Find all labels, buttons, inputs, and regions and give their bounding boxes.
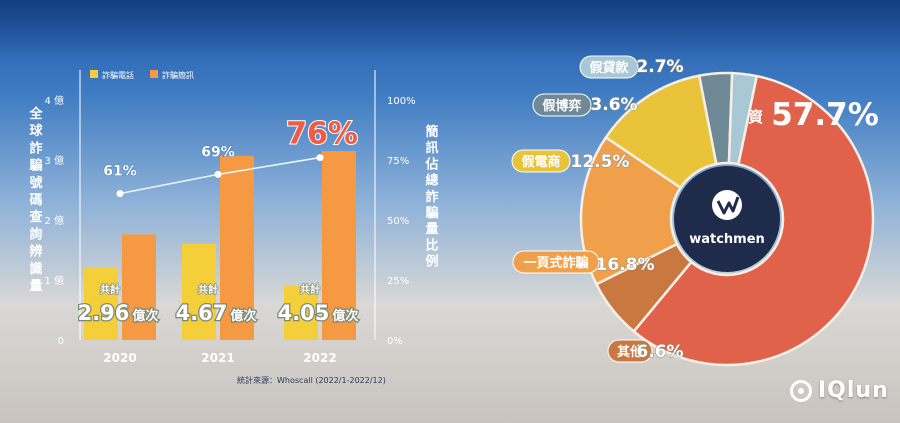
total-unit: 億次 [132,308,158,324]
bar-詐騙簡訊-2020 [122,234,156,340]
y-tick-label: 2 億 [44,214,64,227]
logo-check [716,196,740,215]
axis-title-char: 佔 [424,156,438,172]
axis-title-char: 量 [29,279,42,294]
slice-label-pill [532,93,592,117]
slice-label-pill [579,55,639,79]
bar-詐騙電話-2022 [284,286,318,340]
total-unit: 億次 [230,308,256,324]
y-tick-label: 4 億 [44,94,64,107]
ratio-point [116,190,124,198]
total-prefix: 共計 [300,283,320,296]
slice-value: 16.8% [596,255,655,275]
legend: 詐騙電話 詐騙簡訊 [90,70,194,80]
axis-title-char: 詐 [29,140,42,156]
donut-slice-假投資 [632,74,875,367]
slice-label: 其他 [617,344,643,360]
y2-tick-label: 75% [387,156,409,167]
x-tick-label: 2020 [103,351,136,365]
axis-title-char: 查 [28,209,43,225]
axis-title-char: 總 [425,173,438,189]
iqlun-logo-icon [790,379,812,402]
slice-label: 一頁式詐騙 [523,255,588,271]
total-label: 4.05 億次 [278,301,359,325]
slice-label-pill [512,250,600,274]
axis-title-char: 簡 [424,124,438,140]
axis-title-char: 號 [29,175,42,191]
total-prefix: 共計 [100,283,120,296]
bar-詐騙簡訊-2021 [220,155,254,340]
ratio-label: 61% [103,164,137,180]
axis-title-char: 球 [29,123,43,139]
donut-slice-一頁式詐騙 [579,135,683,286]
y2-tick-label: 25% [387,276,409,287]
axis-title-char: 詐 [425,189,438,205]
total-label: 4.67 億次 [176,301,257,325]
y-tick-label: 3 億 [44,154,64,167]
axis-title-char: 訊 [425,140,438,156]
total-value: 4.05 [278,301,330,325]
slice-label-pill [511,149,571,173]
slice-value: 2.7% [636,57,683,77]
y2-tick-label: 50% [387,216,409,227]
axis-title-char: 例 [425,254,438,270]
legend-swatch [150,70,158,78]
watchmen-logo-icon [712,190,742,220]
bar-詐騙簡訊-2022 [322,151,356,340]
axis-title-char: 詢 [29,226,42,242]
iqlun-watermark: IQlun [790,378,889,403]
watermark-text: IQlun [818,378,889,403]
x-tick-label: 2022 [303,351,336,365]
ratio-point [214,170,222,178]
axis-title-char: 辨 [29,244,42,260]
legend-swatch [90,70,98,78]
axis-title-char: 量 [425,222,438,237]
total-prefix: 共計 [198,283,218,296]
axis-title-char: 騙 [29,158,42,174]
slice-value: 57.7% [771,97,879,133]
ratio-label: 76% [286,117,358,152]
slice-label-pill [607,339,653,363]
x-tick-label: 2021 [201,351,234,365]
y2-tick-label: 0% [387,336,403,347]
y2-tick-label: 100% [387,96,416,107]
slice-label: 假電商 [521,154,560,170]
total-label: 2.96 億次 [78,301,159,325]
legend-label: 詐騙電話 [102,70,134,80]
ratio-label: 69% [201,144,235,160]
total-value: 4.67 [176,301,228,325]
donut-slice-假貸款 [727,71,759,166]
total-unit: 億次 [332,308,358,324]
slice-label: 假貸款 [589,60,629,76]
bar-詐騙電話-2021 [182,244,216,340]
ratio-point [316,154,324,162]
slice-value: 3.6% [590,95,637,115]
axis-title-char: 碼 [28,193,42,208]
slice-value: 12.5% [571,152,630,172]
axis-title-char: 識 [29,261,42,277]
slice-value: 6.6% [636,342,683,362]
source-note: 統計來源：Whoscall (2022/1-2022/12) [237,375,386,385]
axis-title-char: 全 [28,106,43,122]
legend-label: 詐騙簡訊 [162,70,194,80]
axis-title-char: 比 [425,237,438,253]
y-tick-label: 0 [58,336,64,347]
bar-詐騙電話-2020 [84,268,118,340]
axis-title-char: 騙 [425,205,438,221]
total-value: 2.96 [78,301,130,325]
y-tick-label: 1 億 [44,274,64,287]
slice-label: 假博弈 [542,98,581,114]
center-label: watchmen [689,232,765,247]
